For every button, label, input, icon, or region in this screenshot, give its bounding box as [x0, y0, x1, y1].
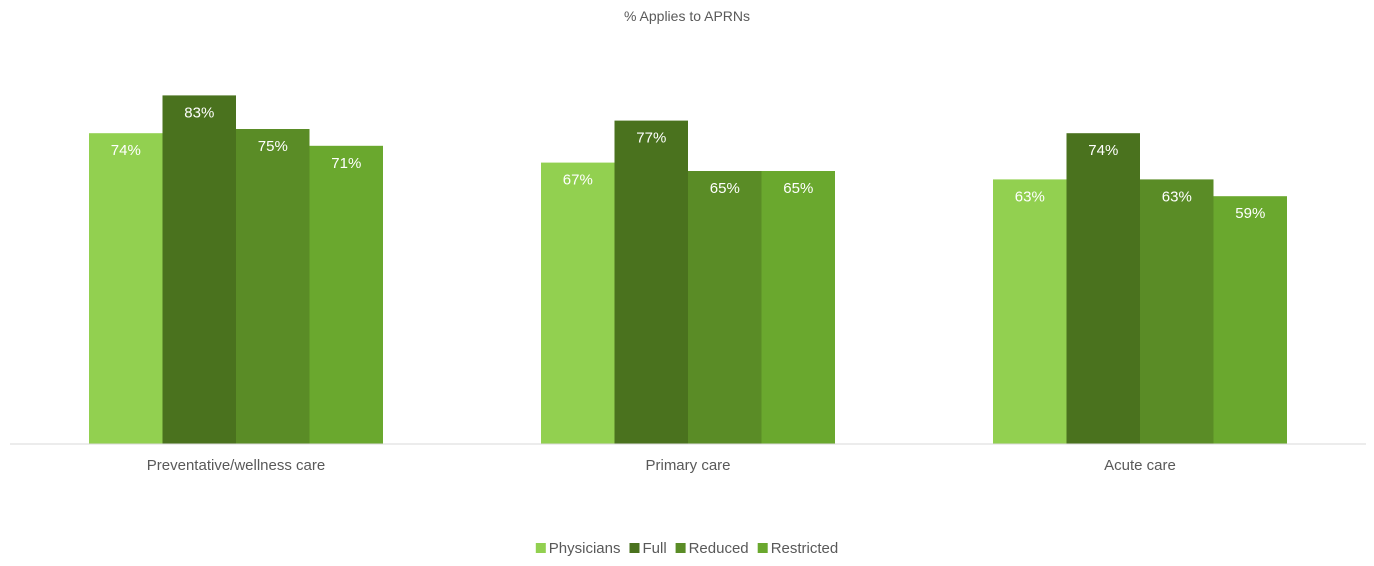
legend-swatch [535, 543, 546, 553]
bar-reduced-2 [1140, 179, 1214, 444]
legend: Physicians Full Reduced Restricted [535, 540, 839, 557]
data-label: 65% [710, 180, 740, 197]
data-label: 83% [184, 104, 214, 121]
bar-restricted-2 [1213, 196, 1287, 444]
legend-item-reduced: Reduced [675, 540, 749, 557]
data-label: 74% [1088, 142, 1118, 159]
data-label: 75% [258, 138, 288, 155]
data-label: 77% [636, 130, 666, 147]
bar-physicians-2 [993, 179, 1067, 444]
legend-label: Restricted [771, 540, 839, 557]
bar-full-0 [162, 95, 236, 445]
bar-physicians-0 [89, 133, 163, 444]
legend-swatch [675, 543, 686, 553]
data-label: 67% [563, 172, 593, 189]
bars-layer: 74% 83% 75% 71% 67% 77% 65% 65% 63% 74% 63% 59% [89, 95, 1287, 445]
data-label: 74% [111, 142, 141, 159]
data-label: 71% [331, 155, 361, 172]
data-label: 59% [1235, 205, 1265, 222]
legend-item-full: Full [629, 540, 667, 557]
data-label: 63% [1015, 188, 1045, 205]
bar-full-1 [614, 120, 688, 444]
category-label: Preventative/wellness care [147, 457, 325, 474]
bar-physicians-1 [541, 162, 615, 444]
bar-reduced-0 [236, 129, 310, 444]
data-label: 63% [1162, 188, 1192, 205]
category-labels: Preventative/wellness care Primary care Ac… [147, 457, 1176, 474]
bar-reduced-1 [688, 171, 762, 444]
bar-full-2 [1066, 133, 1140, 444]
legend-label: Full [643, 540, 667, 557]
data-label: 65% [783, 180, 813, 197]
legend-item-restricted: Restricted [757, 540, 839, 557]
legend-label: Physicians [549, 540, 621, 557]
legend-label: Reduced [689, 540, 749, 557]
legend-item-physicians: Physicians [535, 540, 621, 557]
chart-title: % Applies to APRNs [624, 8, 750, 24]
bar-restricted-1 [761, 171, 835, 444]
category-label: Acute care [1104, 457, 1176, 474]
legend-swatch [757, 543, 768, 553]
category-label: Primary care [645, 457, 730, 474]
legend-swatch [629, 543, 640, 553]
bar-restricted-0 [309, 145, 383, 445]
